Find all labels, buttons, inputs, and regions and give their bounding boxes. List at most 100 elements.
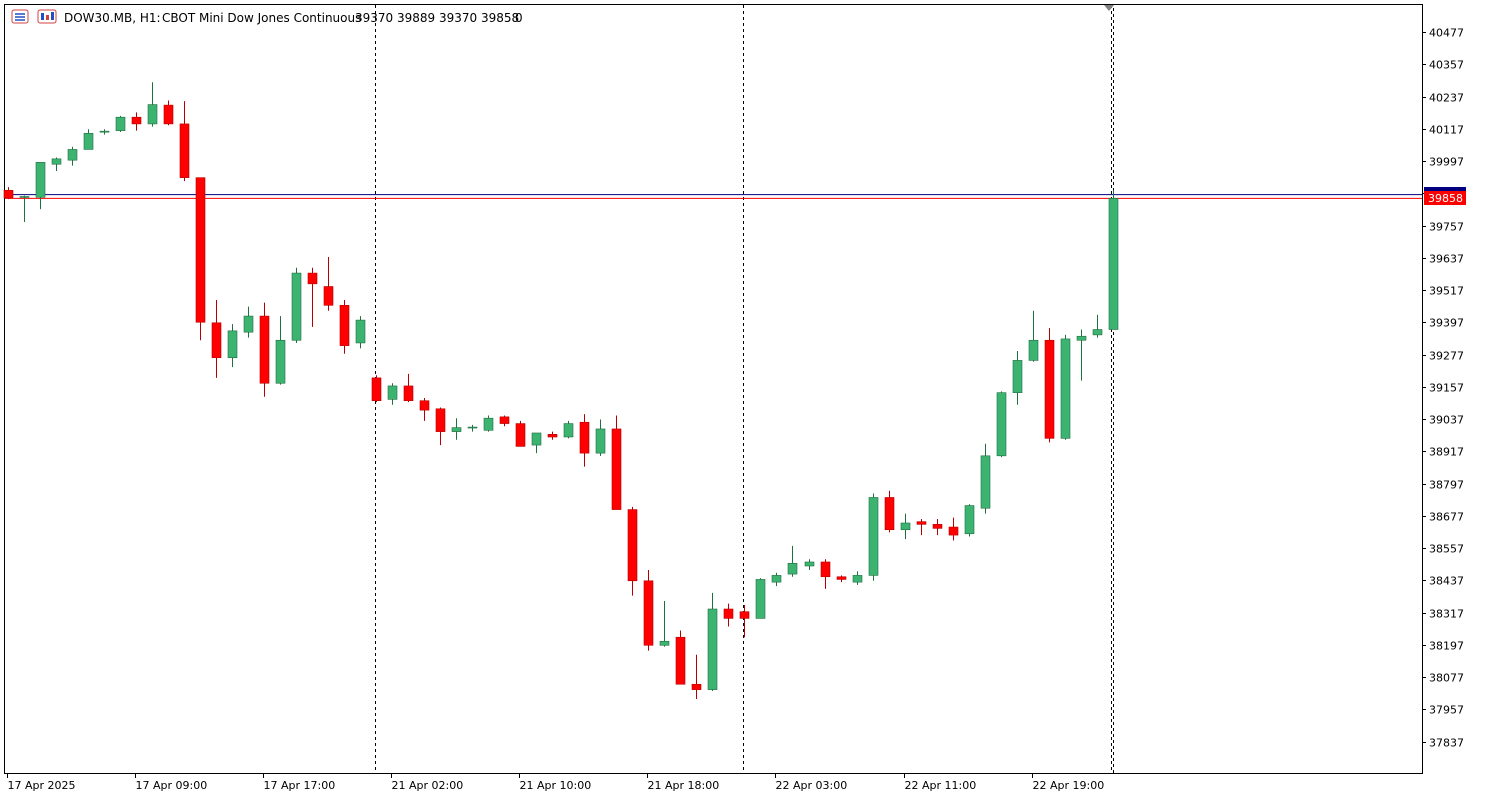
price-tick-label: 40477 [1429,27,1464,40]
candle-42 [675,630,686,685]
price-tick-label: 38917 [1429,446,1464,459]
candle-body [675,636,686,685]
price-tick-label: 38677 [1429,511,1464,524]
time-axis[interactable]: 17 Apr 2025 17 Apr 09:00 17 Apr 17:00 21 Ap… [7,773,1105,792]
price-tick-label: 39517 [1429,285,1464,298]
candle-body [611,428,622,510]
price-tick-label: 40357 [1429,59,1464,72]
candle-body [115,116,126,131]
time-tick-label: 17 Apr 2025 [8,779,76,792]
candle-53 [852,571,863,585]
candle-body [67,149,78,161]
candle-body [691,683,702,690]
candles [3,82,1119,700]
candle-12 [195,177,206,341]
candle-body [307,272,318,285]
candle-0 [3,187,14,200]
candle-body [980,455,991,509]
candle-body [3,189,14,199]
candle-57 [916,518,927,536]
candle-39 [627,506,638,596]
candle-body [419,400,430,411]
candle-body [243,315,254,333]
candle-38 [611,415,622,510]
candle-21 [339,299,350,354]
price-tick-label: 40237 [1429,92,1464,105]
candle-51 [820,559,831,589]
chart-menu-icon[interactable] [11,9,29,24]
candle-13 [211,299,222,378]
candle-body [579,421,590,454]
candle-17 [275,316,286,385]
time-tick-label: 21 Apr 18:00 [648,779,720,792]
instrument-description: CBOT Mini Dow Jones Continuous [162,11,361,25]
candle-body [275,339,286,384]
candle-34 [547,431,558,440]
candle-body [211,322,222,359]
candle-7 [115,115,126,132]
time-tick-label: 22 Apr 19:00 [1033,779,1105,792]
candle-body [1076,335,1087,341]
candle-63 [1012,351,1023,405]
volume-value: 0 [515,11,523,25]
candle-55 [884,490,895,533]
candle-body [435,408,446,432]
price-tick-label: 39037 [1429,414,1464,427]
candle-44 [707,592,718,691]
candle-body [1044,339,1055,439]
price-tick-label: 38557 [1429,543,1464,556]
candle-18 [291,267,302,343]
price-axis[interactable]: 37837 37957 38077 38197 38317 38437 38557 38677… [1422,27,1464,750]
time-tick-label: 17 Apr 17:00 [264,779,336,792]
candle-31 [499,415,510,427]
candle-48 [771,572,782,587]
candle-body [659,640,670,646]
candle-body [771,575,782,583]
candle-body [900,522,911,531]
candle-56 [900,513,911,540]
candle-body [707,608,718,690]
candle-body [515,423,526,447]
candle-66 [1060,334,1071,440]
candle-body [852,575,863,583]
candle-16 [259,302,270,397]
time-tick-label: 21 Apr 10:00 [520,779,592,792]
price-tick-label: 38077 [1429,672,1464,685]
candle-8 [131,112,142,131]
candle-body [179,123,190,178]
candle-9 [147,82,158,127]
candle-25 [403,373,414,403]
candle-46 [739,604,750,638]
candle-body [804,561,815,567]
candle-14 [227,324,238,368]
bid-price-tag [1424,191,1466,205]
time-tick-label: 22 Apr 03:00 [776,779,848,792]
time-tick-label: 22 Apr 11:00 [905,779,977,792]
candle-body [147,104,158,125]
candle-body [323,286,334,306]
price-tick-label: 37957 [1429,704,1464,717]
candle-52 [836,575,847,583]
candle-54 [868,493,879,581]
candle-body [499,416,510,424]
chart-shift-marker[interactable] [1104,5,1114,11]
price-tick-label: 38797 [1429,479,1464,492]
candle-22 [355,316,366,349]
candle-20 [323,256,334,311]
candle-45 [723,603,734,627]
bid-price-tag-label: 39858 [1428,192,1463,205]
chart-header: DOW30.MB, H1: CBOT Mini Dow Jones Contin… [11,9,523,25]
candle-33 [531,432,542,454]
candle-body [227,330,238,359]
candle-body [996,392,1007,457]
chart-type-icon[interactable] [37,9,57,24]
candle-3 [51,157,62,171]
price-tick-label: 38437 [1429,575,1464,588]
candle-5 [83,129,94,150]
candle-36 [579,414,590,467]
price-tick-label: 39637 [1429,253,1464,266]
candle-body [35,162,46,198]
candle-body [916,521,927,525]
candle-body [387,385,398,400]
